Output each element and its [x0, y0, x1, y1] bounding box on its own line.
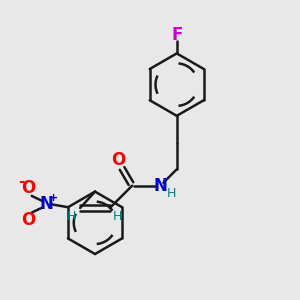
- Text: N: N: [154, 177, 167, 195]
- Text: F: F: [171, 26, 182, 44]
- Text: O: O: [21, 211, 35, 229]
- Text: -: -: [18, 174, 25, 189]
- Text: N: N: [40, 195, 53, 213]
- Text: H: H: [67, 210, 76, 223]
- Text: H: H: [112, 210, 122, 223]
- Text: O: O: [111, 151, 126, 169]
- Text: H: H: [167, 188, 176, 200]
- Text: O: O: [21, 179, 35, 197]
- Text: +: +: [49, 193, 58, 203]
